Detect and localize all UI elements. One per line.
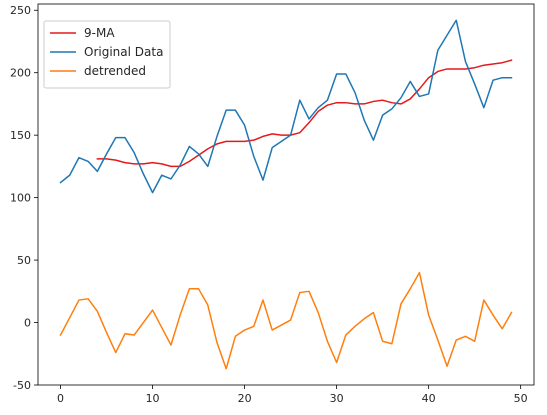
legend: 9-MA Original Data detrended [43, 20, 171, 89]
x-tick-label-5: 50 [514, 392, 528, 405]
plot-area-frame [37, 3, 535, 386]
y-tick-label-6: 250 [10, 4, 31, 17]
y-tick-label-4: 150 [10, 129, 31, 142]
legend-label-0: 9-MA [84, 26, 115, 40]
series-line-0 [96, 59, 513, 168]
y-tick-label-1: 0 [24, 317, 31, 330]
legend-label-2: detrended [84, 64, 146, 78]
x-tick-label-4: 40 [422, 392, 436, 405]
y-tick-label-2: 50 [17, 254, 31, 267]
x-axis: 0 10 20 30 40 50 [57, 385, 528, 405]
y-tick-label-3: 100 [10, 192, 31, 205]
x-tick-label-2: 20 [238, 392, 252, 405]
y-tick-label-5: 200 [10, 67, 31, 80]
y-axis: -50 0 50 100 150 200 250 [10, 4, 38, 392]
y-tick-label-0: -50 [13, 379, 31, 392]
series-line-1 [59, 19, 513, 194]
legend-label-1: Original Data [84, 45, 163, 59]
x-tick-label-1: 10 [146, 392, 160, 405]
series-line-2 [59, 271, 513, 370]
x-tick-label-3: 30 [330, 392, 344, 405]
series-layer [59, 19, 513, 370]
x-tick-label-0: 0 [57, 392, 64, 405]
